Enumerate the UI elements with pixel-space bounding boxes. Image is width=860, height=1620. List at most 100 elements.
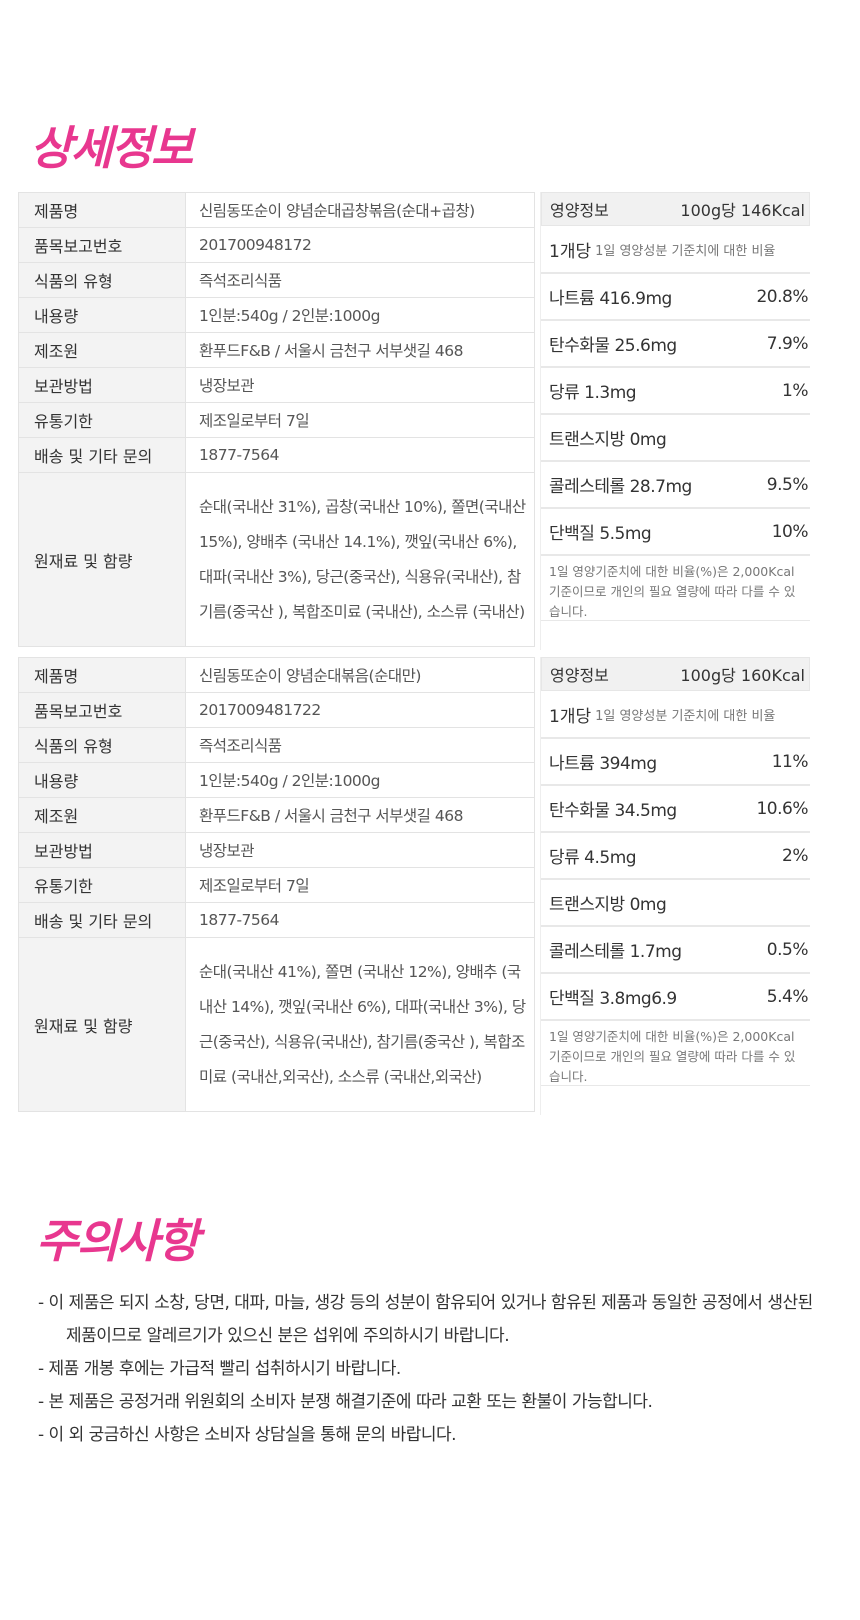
spec-label: 배송 및 기타 문의 xyxy=(19,438,186,472)
nutrition-subheader: 1개당 1일 영양성분 기준치에 대한 비율 xyxy=(541,226,810,274)
nutrient-pct: 11% xyxy=(771,751,809,772)
nutrient-row: 트랜스지방 0mg xyxy=(541,880,810,927)
product-block-2: 제품명 신림동또순이 양념순대볶음(순대만) 품목보고번호 2017009481722… xyxy=(18,657,810,1115)
spec-label: 제품명 xyxy=(19,193,186,227)
caution-item: - 이 제품은 되지 소창, 당면, 대파, 마늘, 생강 등의 성분이 함유되… xyxy=(38,1293,813,1346)
nutrient-pct: 7.9% xyxy=(766,333,809,354)
caution-title: 주의사항 xyxy=(36,1214,199,1268)
per-unit: 1개당 xyxy=(549,706,592,727)
spec-value: 201700948172 xyxy=(186,228,535,262)
spec-value: 순대(국내산 31%), 곱창(국내산 10%), 쫄면(국내산 15%), 양… xyxy=(186,473,535,646)
nutrient-pct: 2% xyxy=(782,845,808,866)
per-note: 1일 영양성분 기준치에 대한 비율 xyxy=(595,243,776,259)
nutrient-name: 탄수화물 25.6mg xyxy=(549,336,677,356)
spec-row: 제조원 환푸드F&B / 서울시 금천구 서부샛길 468 xyxy=(19,798,535,833)
spec-label: 보관방법 xyxy=(19,833,186,867)
spec-value: 1877-7564 xyxy=(186,438,535,472)
nutrient-row: 콜레스테롤 1.7mg 0.5% xyxy=(541,927,810,974)
nutrient-name: 트랜스지방 0mg xyxy=(549,430,667,450)
spec-row: 배송 및 기타 문의 1877-7564 xyxy=(19,903,535,938)
caution-item: - 이 외 궁금하신 사항은 소비자 상담실을 통해 문의 바랍니다. xyxy=(38,1425,457,1445)
spec-value: 1인분:540g / 2인분:1000g xyxy=(186,298,535,332)
spec-row: 제품명 신림동또순이 양념순대곱창볶음(순대+곱창) xyxy=(19,193,535,228)
nutrition-label: 영양정보 xyxy=(550,201,609,220)
spec-row: 품목보고번호 201700948172 xyxy=(19,228,535,263)
nutrient-row: 단백질 5.5mg 10% xyxy=(541,509,810,556)
nutrient-pct: 1% xyxy=(782,380,808,401)
per-unit: 1개당 xyxy=(549,241,592,262)
spec-table: 제품명 신림동또순이 양념순대곱창볶음(순대+곱창) 품목보고번호 201700948… xyxy=(18,192,535,647)
caution-item: - 제품 개봉 후에는 가급적 빨리 섭취하시기 바랍니다. xyxy=(38,1359,401,1379)
nutrient-row: 당류 4.5mg 2% xyxy=(541,833,810,880)
nutrient-row: 단백질 3.8mg6.9 5.4% xyxy=(541,974,810,1021)
spec-value: 즉석조리식품 xyxy=(186,728,535,762)
spec-label: 제품명 xyxy=(19,658,186,692)
spec-row: 유통기한 제조일로부터 7일 xyxy=(19,403,535,438)
spec-label: 배송 및 기타 문의 xyxy=(19,903,186,937)
spec-label: 품목보고번호 xyxy=(19,228,186,262)
nutrition-header: 영양정보 100g당 160Kcal xyxy=(541,657,810,691)
nutrition-footnote: 1일 영양기준치에 대한 비율(%)은 2,000Kcal 기준이므로 개인의 … xyxy=(541,1021,810,1086)
spec-label: 제조원 xyxy=(19,798,186,832)
nutrient-pct: 10.6% xyxy=(756,798,808,819)
caution-list: - 이 제품은 되지 소창, 당면, 대파, 마늘, 생강 등의 성분이 함유되… xyxy=(38,1287,828,1452)
detail-title: 상세정보 xyxy=(30,121,193,175)
spec-value: 신림동또순이 양념순대볶음(순대만) xyxy=(186,658,535,692)
spec-value: 냉장보관 xyxy=(186,833,535,867)
spec-value: 냉장보관 xyxy=(186,368,535,402)
spec-label: 보관방법 xyxy=(19,368,186,402)
spec-value: 2017009481722 xyxy=(186,693,535,727)
spec-row: 배송 및 기타 문의 1877-7564 xyxy=(19,438,535,473)
spec-row: 유통기한 제조일로부터 7일 xyxy=(19,868,535,903)
product-block-1: 제품명 신림동또순이 양념순대곱창볶음(순대+곱창) 품목보고번호 201700948… xyxy=(18,192,810,650)
nutrient-name: 단백질 5.5mg xyxy=(549,524,652,544)
spec-value: 1877-7564 xyxy=(186,903,535,937)
spec-label: 유통기한 xyxy=(19,868,186,902)
spec-label: 식품의 유형 xyxy=(19,263,186,297)
per-note: 1일 영양성분 기준치에 대한 비율 xyxy=(595,708,776,724)
spec-value: 환푸드F&B / 서울시 금천구 서부샛길 468 xyxy=(186,333,535,367)
spec-row: 보관방법 냉장보관 xyxy=(19,833,535,868)
nutrient-row: 트랜스지방 0mg xyxy=(541,415,810,462)
nutrient-row: 탄수화물 34.5mg 10.6% xyxy=(541,786,810,833)
nutrition-label: 영양정보 xyxy=(550,666,609,685)
spec-row: 원재료 및 함량 순대(국내산 41%), 쫄면 (국내산 12%), 양배추 (… xyxy=(19,938,535,1112)
nutrition-kcal: 100g당 160Kcal xyxy=(680,666,805,685)
nutrient-name: 콜레스테롤 1.7mg xyxy=(549,942,682,962)
nutrient-row: 탄수화물 25.6mg 7.9% xyxy=(541,321,810,368)
spec-row: 제품명 신림동또순이 양념순대볶음(순대만) xyxy=(19,658,535,693)
spec-label: 원재료 및 함량 xyxy=(19,473,186,646)
spec-value: 제조일로부터 7일 xyxy=(186,403,535,437)
nutrition-footnote: 1일 영양기준치에 대한 비율(%)은 2,000Kcal 기준이므로 개인의 … xyxy=(541,556,810,621)
spec-row: 내용량 1인분:540g / 2인분:1000g xyxy=(19,298,535,333)
caution-item: - 본 제품은 공정거래 위원회의 소비자 분쟁 해결기준에 따라 교환 또는 … xyxy=(38,1392,653,1412)
spec-row: 식품의 유형 즉석조리식품 xyxy=(19,728,535,763)
spec-value: 즉석조리식품 xyxy=(186,263,535,297)
nutrient-name: 탄수화물 34.5mg xyxy=(549,801,677,821)
spec-label: 품목보고번호 xyxy=(19,693,186,727)
nutrient-pct: 9.5% xyxy=(766,474,809,495)
nutrient-name: 단백질 3.8mg6.9 xyxy=(549,989,677,1009)
nutrition-panel: 영양정보 100g당 146Kcal 1개당 1일 영양성분 기준치에 대한 비율 나트… xyxy=(540,192,810,650)
nutrient-row: 콜레스테롤 28.7mg 9.5% xyxy=(541,462,810,509)
spec-row: 제조원 환푸드F&B / 서울시 금천구 서부샛길 468 xyxy=(19,333,535,368)
nutrient-pct: 5.4% xyxy=(766,986,809,1007)
nutrient-pct: 0.5% xyxy=(766,939,809,960)
spec-label: 제조원 xyxy=(19,333,186,367)
spec-row: 보관방법 냉장보관 xyxy=(19,368,535,403)
spec-row: 품목보고번호 2017009481722 xyxy=(19,693,535,728)
spec-value: 1인분:540g / 2인분:1000g xyxy=(186,763,535,797)
nutrient-name: 당류 4.5mg xyxy=(549,848,637,868)
spec-value: 환푸드F&B / 서울시 금천구 서부샛길 468 xyxy=(186,798,535,832)
spec-value: 신림동또순이 양념순대곱창볶음(순대+곱창) xyxy=(186,193,535,227)
spec-label: 내용량 xyxy=(19,298,186,332)
spec-table: 제품명 신림동또순이 양념순대볶음(순대만) 품목보고번호 2017009481722… xyxy=(18,657,535,1112)
spec-label: 내용량 xyxy=(19,763,186,797)
nutrient-row: 당류 1.3mg 1% xyxy=(541,368,810,415)
nutrient-row: 나트륨 394mg 11% xyxy=(541,739,810,786)
spec-label: 유통기한 xyxy=(19,403,186,437)
spec-row: 내용량 1인분:540g / 2인분:1000g xyxy=(19,763,535,798)
spec-row: 식품의 유형 즉석조리식품 xyxy=(19,263,535,298)
spec-value: 제조일로부터 7일 xyxy=(186,868,535,902)
